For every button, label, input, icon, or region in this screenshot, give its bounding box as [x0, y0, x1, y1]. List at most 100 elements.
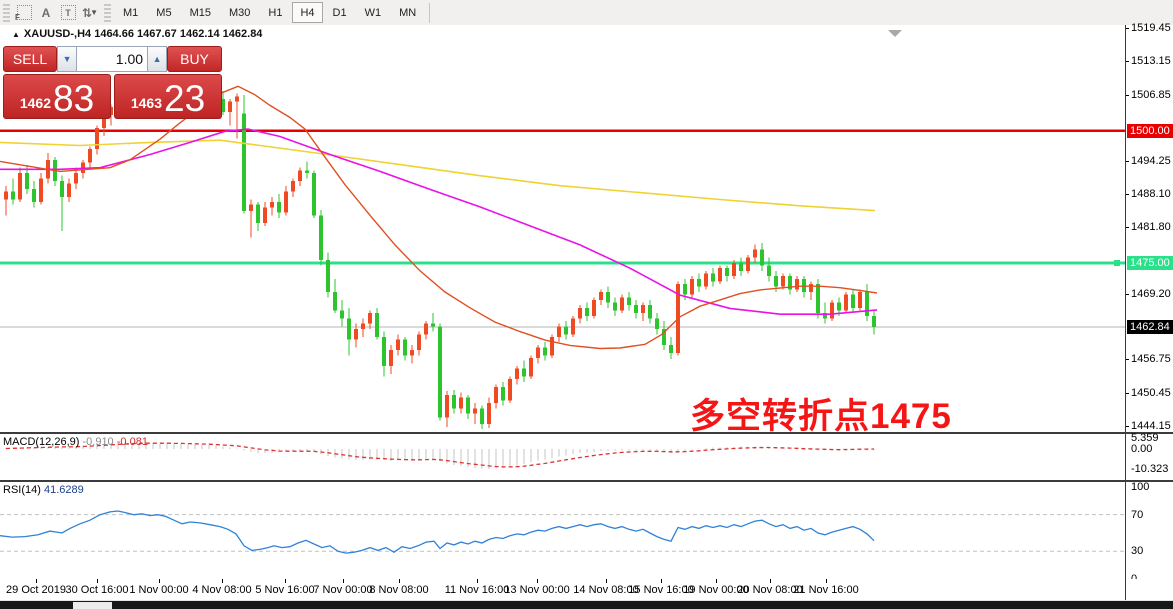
timeframe-button-mn[interactable]: MN — [399, 6, 417, 19]
time-axis-tick — [399, 579, 400, 583]
fibonacci-grid-icon[interactable]: F — [13, 3, 35, 23]
axis-border-line — [1125, 25, 1126, 600]
timeframe-button-m5[interactable]: M5 — [156, 6, 172, 19]
price-axis-tick — [1125, 61, 1129, 62]
price-axis-tick — [1125, 194, 1129, 195]
macd-name: MACD(12,26,9) — [3, 436, 80, 448]
time-axis-label: 5 Nov 16:00 — [255, 584, 315, 596]
time-axis-tick — [285, 579, 286, 583]
timeframe-button-h1[interactable]: H1 — [268, 6, 283, 19]
rsi-axis-label: 70 — [1131, 509, 1144, 521]
macd-canvas[interactable] — [0, 434, 1125, 480]
macd-value-main: -0.910 — [82, 436, 114, 448]
time-axis-label: 21 Nov 16:00 — [793, 584, 859, 596]
timeframe-button-w1[interactable]: W1 — [364, 6, 382, 19]
price-axis-tick — [1125, 359, 1129, 360]
rsi-name: RSI(14) — [3, 484, 41, 496]
time-axis[interactable]: 29 Oct 2019 30 Oct 16:00 1 Nov 00:00 4 Nov … — [0, 579, 1173, 600]
time-axis-label: 19 Nov 00:00 — [683, 584, 749, 596]
price-axis-badge-red: 1500.00 — [1127, 124, 1173, 138]
collapse-arrow-icon[interactable]: ▲ — [12, 30, 20, 39]
macd-axis-label: 5.359 — [1131, 432, 1159, 444]
bottom-window-edge — [0, 600, 1173, 609]
price-axis-badge-black: 1462.84 — [1127, 320, 1173, 334]
buy-button[interactable]: BUY — [167, 46, 223, 72]
price-axis-label: 1494.25 — [1131, 155, 1171, 167]
sell-button[interactable]: SELL — [3, 46, 58, 72]
fibonacci-f-tag: F — [15, 12, 20, 22]
time-axis-label: 8 Nov 08:00 — [369, 584, 429, 596]
time-axis-label: 13 Nov 00:00 — [504, 584, 570, 596]
time-axis-label: 14 Nov 08:00 — [573, 584, 639, 596]
price-axis-tick — [1125, 393, 1129, 394]
time-axis-label: 20 Nov 08:00 — [737, 584, 803, 596]
text-box-icon[interactable]: T — [57, 3, 79, 23]
hline-endpoint-marker[interactable] — [1114, 259, 1120, 266]
time-axis-label: 7 Nov 00:00 — [313, 584, 373, 596]
macd-axis-label: 0.00 — [1131, 443, 1153, 455]
toolbar-grip-2[interactable] — [104, 3, 111, 22]
time-axis-label: 4 Nov 08:00 — [192, 584, 252, 596]
fibonacci-grid-glyph — [16, 5, 32, 20]
symbol-title: ▲ XAUUSD-,H4 1464.66 1467.67 1462.14 1462… — [12, 28, 262, 40]
price-axis-label: 1519.45 — [1131, 22, 1171, 34]
price-axis-tick — [1125, 227, 1129, 228]
price-axis-label: 1513.15 — [1131, 55, 1171, 67]
time-axis-label: 29 Oct 2019 — [6, 584, 66, 596]
sell-price-small: 1462 — [19, 95, 51, 111]
price-axis-tick — [1125, 161, 1129, 162]
price-axis-label: 1506.85 — [1131, 89, 1171, 101]
time-axis-tick — [97, 579, 98, 583]
chart-text-annotation: 多空转折点1475 — [690, 397, 952, 436]
rsi-axis-label: 30 — [1131, 545, 1144, 557]
timeframe-button-group: M1 M5 M15 M30 H1 H4 D1 W1 MN — [114, 2, 425, 23]
bottom-edge-highlight — [73, 602, 112, 609]
volume-decrease-button[interactable]: ▼ — [57, 46, 78, 72]
time-axis-tick — [606, 579, 607, 583]
arrow-objects-icon[interactable]: ⇅ ▼ — [79, 3, 101, 23]
toolbar: F A T ⇅ ▼ M1 M5 M15 M30 H1 H4 D1 W1 MN — [0, 0, 1173, 26]
buy-price-big: 23 — [164, 78, 206, 119]
price-axis-badge-green: 1475.00 — [1127, 256, 1173, 270]
time-axis-tick — [343, 579, 344, 583]
chart-pane: ▲ XAUUSD-,H4 1464.66 1467.67 1462.14 1462… — [0, 22, 1173, 436]
macd-value-signal: -0.081 — [116, 436, 148, 448]
sell-price-big: 83 — [53, 78, 95, 119]
toolbar-grip[interactable] — [3, 3, 10, 22]
chart-canvas[interactable] — [0, 25, 1125, 431]
timeframe-button-m30[interactable]: M30 — [228, 6, 251, 19]
timeframe-button-d1[interactable]: D1 — [332, 6, 347, 19]
sell-price-display[interactable]: 1462 83 — [3, 74, 111, 119]
toolbar-separator — [429, 2, 431, 23]
timeframe-button-m15[interactable]: M15 — [189, 6, 211, 19]
price-axis-tick — [1125, 294, 1129, 295]
timeframe-button-m1[interactable]: M1 — [123, 6, 139, 19]
time-axis-tick — [222, 579, 223, 583]
macd-pane: MACD(12,26,9) -0.910 -0.081 5.359 0.00 -10… — [0, 432, 1173, 481]
timeframe-button-h4[interactable]: H4 — [292, 2, 323, 23]
time-axis-tick — [159, 579, 160, 583]
price-axis-label: 1488.10 — [1131, 188, 1171, 200]
time-axis-tick — [826, 579, 827, 583]
volume-increase-button[interactable]: ▲ — [147, 46, 168, 72]
rsi-axis-label: 100 — [1131, 481, 1150, 493]
time-axis-label: 30 Oct 16:00 — [65, 584, 129, 596]
rsi-label: RSI(14) 41.6289 — [3, 484, 84, 496]
text-label-icon[interactable]: A — [41, 5, 51, 20]
price-axis-label: 1469.20 — [1131, 288, 1171, 300]
chevron-down-icon: ▼ — [90, 8, 98, 17]
price-axis-tick — [1125, 426, 1129, 427]
volume-input[interactable] — [77, 46, 148, 72]
time-axis-tick — [537, 579, 538, 583]
text-box-glyph: T — [60, 5, 76, 20]
rsi-canvas[interactable] — [0, 482, 1125, 579]
rsi-pane: RSI(14) 41.6289 10070300 — [0, 481, 1173, 585]
scroll-end-marker-icon[interactable] — [888, 30, 902, 37]
arrow-objects-glyph: ⇅ — [82, 5, 93, 20]
one-click-trade-panel: SELL ▼ ▲ BUY 1462 83 1463 23 — [3, 46, 223, 119]
time-axis-tick — [716, 579, 717, 583]
buy-price-display[interactable]: 1463 23 — [114, 74, 222, 119]
time-axis-label: 15 Nov 16:00 — [628, 584, 694, 596]
time-axis-tick — [477, 579, 478, 583]
